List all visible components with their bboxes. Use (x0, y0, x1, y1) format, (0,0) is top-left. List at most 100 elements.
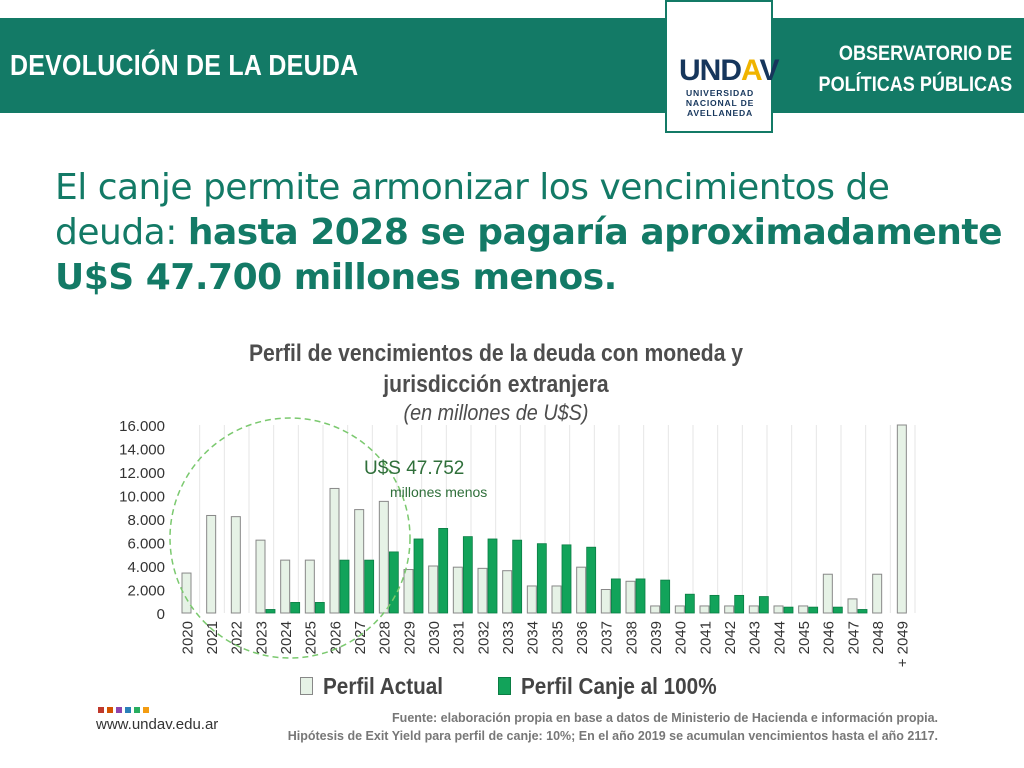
bar-actual (206, 514, 217, 614)
bar-actual (748, 605, 759, 614)
x-tick-label: 2047 (845, 621, 862, 654)
y-tick-label: 12.000 (119, 465, 165, 482)
x-tick-label: 2033 (500, 621, 517, 654)
bar-canje (438, 528, 449, 614)
x-tick-label: 2039 (648, 621, 665, 654)
annotation-text: millones menos (390, 484, 487, 500)
legend-item-canje: Perfil Canje al 100% (498, 673, 738, 700)
chart-legend: Perfil Actual Perfil Canje al 100% (300, 671, 781, 701)
chart-subtitle: (en millones de U$S) (403, 400, 589, 425)
bar-canje (536, 543, 547, 614)
bar-actual (181, 572, 192, 614)
bar-canje (709, 594, 720, 614)
legend-item-actual: Perfil Actual (300, 673, 456, 700)
x-tick-label: 2040 (673, 621, 690, 654)
bar-canje (635, 578, 646, 614)
bar-actual (304, 559, 315, 614)
bar-actual (650, 605, 661, 614)
bar-actual (452, 566, 463, 614)
logo-mark: UNDAV (679, 54, 779, 87)
bar-actual (674, 605, 685, 614)
bar-actual (847, 598, 858, 614)
bar-actual (280, 559, 291, 614)
bar-actual (872, 573, 883, 614)
bar-actual (773, 605, 784, 614)
bar-canje (832, 606, 843, 614)
bar-actual (255, 539, 266, 614)
x-tick-label: 2038 (623, 621, 640, 654)
x-tick-label: 2029 (401, 621, 418, 654)
bar-canje (808, 606, 819, 614)
x-tick-label: 2024 (278, 621, 295, 654)
brand-dot (107, 707, 113, 713)
bar-actual (551, 585, 562, 614)
bar-actual (403, 569, 414, 614)
x-tick-label: 2037 (599, 621, 616, 654)
brand-dot (116, 707, 122, 713)
headline-bold: hasta 2028 se pagaría aproximadamente U$… (55, 212, 1003, 298)
bar-canje (857, 609, 868, 614)
bar-canje (314, 602, 325, 614)
footnote-hypothesis: Hipótesis de Exit Yield para perfil de c… (287, 729, 938, 743)
headline-regular: El canje permite armonizar los vencimien… (55, 167, 890, 253)
x-tick-label: 2036 (574, 621, 591, 654)
bar-canje (561, 544, 572, 614)
bar-canje (684, 593, 695, 614)
bar-canje (462, 536, 473, 614)
footnote-source: Fuente: elaboración propia en base a dat… (392, 711, 938, 725)
brand-dot (134, 707, 140, 713)
brand-dots (98, 707, 152, 713)
bar-canje (487, 538, 498, 614)
undav-logo[interactable]: UNDAV UNIVERSIDAD NACIONAL DE AVELLANEDA (665, 0, 779, 133)
legend-label-canje: Perfil Canje al 100% (521, 672, 717, 699)
x-tick-label: 2046 (821, 621, 838, 654)
legend-swatch-actual (300, 677, 313, 695)
website-link[interactable]: www.undav.edu.ar (96, 716, 219, 733)
bar-actual (724, 605, 735, 614)
bar-actual (378, 500, 389, 614)
bar-actual (230, 516, 241, 614)
observatorio-title: OBSERVATORIO DE POLÍTICAS PÚBLICAS (818, 42, 1012, 96)
y-tick-label: 16.000 (119, 418, 165, 435)
bar-canje (512, 539, 523, 614)
annotation-value: U$S 47.752 (364, 458, 464, 479)
legend-label-actual: Perfil Actual (323, 672, 444, 699)
bar-actual (329, 487, 340, 614)
bar-actual (896, 424, 907, 614)
bar-actual (600, 589, 611, 614)
page-title: DEVOLUCIÓN DE LA DEUDA (10, 50, 359, 82)
bar-canje (388, 551, 399, 614)
bar-canje (758, 596, 769, 614)
x-tick-label: 2035 (549, 621, 566, 654)
y-tick-label: 6.000 (127, 536, 165, 553)
y-tick-label: 10.000 (119, 489, 165, 506)
x-tick-label: 2023 (253, 621, 270, 654)
y-tick-label: 2.000 (127, 583, 165, 600)
x-tick-label: 2022 (229, 621, 246, 654)
logo-subtitle: UNIVERSIDAD NACIONAL DE AVELLANEDA (685, 88, 755, 118)
x-tick-label: 2028 (377, 621, 394, 654)
bar-canje (265, 609, 276, 614)
bar-actual (428, 565, 439, 614)
x-tick-label: 2043 (747, 621, 764, 654)
bar-canje (783, 606, 794, 614)
x-tick-label: 2021 (204, 621, 221, 654)
brand-dot (125, 707, 131, 713)
x-tick-label: 2027 (352, 621, 369, 654)
bar-actual (477, 567, 488, 614)
brand-dot (143, 707, 149, 713)
bar-canje (364, 559, 375, 614)
x-tick-label: 2032 (475, 621, 492, 654)
bar-actual (526, 585, 537, 614)
brand-dot (98, 707, 104, 713)
x-tick-label: 2048 (870, 621, 887, 654)
x-tick-label: 2031 (451, 621, 468, 654)
bar-actual (502, 570, 513, 614)
x-tick-label: 2045 (796, 621, 813, 654)
x-tick-label: 2034 (525, 621, 542, 654)
headline: El canje permite armonizar los vencimien… (55, 165, 1015, 300)
bar-canje (610, 578, 621, 614)
x-tick-label: 2044 (771, 621, 788, 654)
bar-actual (354, 509, 365, 614)
